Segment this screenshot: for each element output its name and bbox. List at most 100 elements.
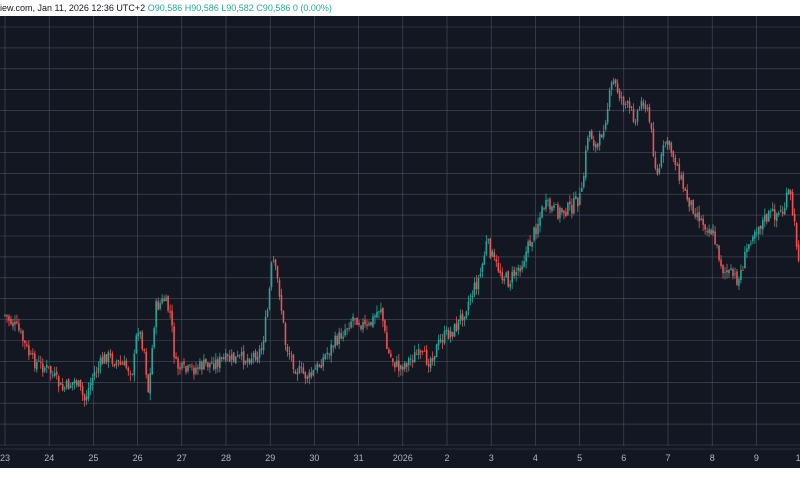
x-tick-label: 7 — [665, 453, 670, 463]
candle-body — [541, 206, 543, 218]
candle-body — [107, 351, 110, 363]
candle-body — [18, 323, 20, 331]
candle-body — [358, 322, 360, 325]
candle-body — [563, 210, 565, 214]
candle-body — [672, 151, 675, 158]
candle-body — [73, 380, 76, 383]
candle-body — [57, 376, 60, 387]
candle-body — [481, 263, 484, 272]
candle-body — [654, 157, 657, 169]
candle-body — [354, 318, 356, 320]
candle-body — [650, 123, 653, 129]
header-bar: iew.com, Jan 11, 2026 12:36 UTC+2 O90,58… — [0, 0, 800, 17]
candle-body — [493, 252, 496, 258]
candle-body — [594, 144, 597, 148]
x-tick-label: 30 — [309, 453, 319, 463]
candle-body — [187, 365, 189, 371]
candle-body — [405, 363, 408, 368]
candle-body — [503, 278, 506, 281]
chart-area[interactable]: 23242526272829303120262345678910 — [0, 16, 800, 468]
candle-body — [600, 134, 603, 138]
candle-body — [762, 219, 764, 230]
candle-body — [499, 270, 502, 274]
candle-body — [445, 330, 448, 332]
candle-body — [610, 82, 613, 90]
candle-body — [781, 211, 784, 214]
candle-body — [573, 197, 575, 214]
candle-body — [115, 362, 118, 366]
candle-body — [423, 350, 426, 352]
candle-body — [145, 351, 148, 375]
x-tick-label: 24 — [44, 453, 54, 463]
x-tick-label: 9 — [754, 453, 759, 463]
candle-body — [398, 360, 400, 371]
candle-body — [10, 319, 12, 324]
candle-body — [413, 352, 416, 363]
candle-body — [300, 367, 303, 369]
candle-body — [302, 367, 305, 374]
candle-body — [16, 321, 18, 324]
candle-body — [274, 259, 277, 266]
candle-body — [30, 353, 32, 355]
candle-body — [209, 362, 211, 368]
candle-body — [41, 363, 44, 373]
candle-body — [590, 130, 593, 140]
candle-body — [748, 244, 750, 249]
candle-body — [411, 360, 414, 363]
candle-body — [310, 372, 313, 377]
candle-body — [543, 207, 545, 209]
candle-body — [537, 223, 539, 235]
candle-body — [479, 273, 482, 277]
candle-body — [280, 295, 283, 311]
candle-body — [36, 362, 38, 370]
candle-body — [680, 175, 683, 180]
candle-body — [89, 383, 92, 389]
candle-body — [765, 213, 768, 222]
candle-body — [551, 206, 553, 212]
candle-body — [545, 199, 547, 209]
candle-body — [109, 353, 112, 356]
candle-body — [515, 272, 517, 276]
candle-body — [296, 372, 299, 375]
candle-body — [696, 213, 698, 218]
candle-body — [191, 366, 193, 368]
candle-body — [127, 367, 130, 372]
candle-body — [676, 164, 679, 166]
candle-body — [378, 311, 380, 313]
candle-body — [328, 353, 331, 355]
candle-body — [756, 232, 758, 234]
candle-body — [754, 231, 756, 239]
candle-body — [646, 107, 649, 109]
candle-body — [708, 229, 710, 234]
candle-body — [586, 137, 589, 150]
candle-body — [571, 204, 573, 214]
candle-body — [155, 300, 157, 328]
candle-body — [292, 354, 295, 370]
candle-body — [79, 379, 82, 387]
candle-body — [435, 344, 438, 358]
candle-body — [417, 349, 420, 355]
candle-body — [477, 277, 480, 290]
candle-body — [622, 96, 625, 106]
candle-body — [219, 356, 221, 369]
price-chart[interactable]: 23242526272829303120262345678910 — [0, 16, 800, 468]
candle-body — [6, 314, 8, 317]
candle-body — [322, 357, 325, 367]
candle-body — [604, 122, 607, 130]
candle-body — [447, 329, 450, 339]
candle-body — [24, 340, 26, 343]
candle-body — [628, 101, 631, 108]
candle-body — [475, 281, 478, 290]
candle-body — [256, 356, 259, 362]
candle-body — [531, 241, 533, 247]
candle-body — [177, 358, 179, 369]
candle-body — [575, 196, 577, 199]
candle-body — [63, 388, 66, 390]
candle-body — [119, 361, 122, 365]
candle-body — [360, 325, 362, 330]
candle-body — [294, 371, 297, 374]
candle-body — [463, 316, 466, 321]
candle-body — [767, 211, 770, 222]
candle-body — [771, 208, 774, 212]
candle-body — [211, 362, 213, 364]
